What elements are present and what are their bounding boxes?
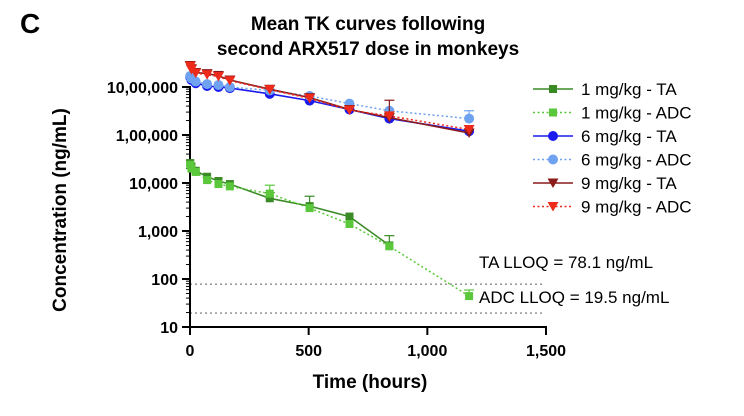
legend-label-4: 9 mg/kg - TA — [581, 174, 677, 193]
data-point-0-6 — [265, 194, 274, 203]
chart-title-line-1: Mean TK curves following — [251, 14, 485, 35]
legend-marker-2 — [548, 131, 558, 141]
y-tick-label-4: 1,00,000 — [116, 128, 178, 145]
data-point-5-6 — [264, 85, 276, 95]
series-1 — [186, 160, 475, 301]
legend-marker-0 — [549, 85, 557, 93]
legend-label-0: 1 mg/kg - TA — [581, 80, 677, 99]
legend-item-0: 1 mg/kg - TA — [533, 80, 677, 99]
y-tick-label-2: 1,000 — [138, 224, 178, 241]
data-point-1-7 — [305, 204, 314, 213]
lloq-annotation-1: ADC LLOQ = 19.5 ng/mL — [479, 288, 669, 307]
legend-label-1: 1 mg/kg - ADC — [581, 104, 692, 123]
x-axis-label: Time (hours) — [313, 372, 428, 393]
legend-marker-4 — [547, 178, 559, 188]
series-0 — [186, 159, 395, 250]
data-point-5-4 — [212, 72, 224, 82]
series-line-0 — [189, 162, 390, 247]
y-tick-label-5: 10,00,000 — [107, 80, 178, 97]
legend-item-1: 1 mg/kg - ADC — [533, 104, 692, 123]
data-point-1-4 — [214, 180, 223, 189]
legend-label-3: 6 mg/kg - ADC — [581, 151, 692, 170]
data-point-1-2 — [191, 167, 200, 176]
series-5 — [184, 61, 475, 135]
legend-item-5: 9 mg/kg - ADC — [533, 198, 692, 217]
data-point-5-2 — [190, 68, 202, 79]
data-point-5-10 — [463, 125, 475, 135]
data-point-5-8 — [343, 105, 355, 116]
x-tick-label-1: 500 — [295, 343, 322, 360]
data-point-3-3 — [202, 79, 213, 90]
legend-marker-5 — [547, 202, 559, 212]
x-tick-label-2: 1,000 — [407, 343, 447, 360]
panel-label: C — [20, 8, 40, 39]
data-point-5-9 — [383, 111, 395, 121]
data-point-1-9 — [385, 242, 394, 251]
data-point-3-2 — [190, 76, 201, 87]
data-point-3-5 — [224, 82, 235, 92]
data-point-3-4 — [213, 80, 224, 91]
x-tick-label-0: 0 — [186, 343, 195, 360]
data-point-5-5 — [224, 76, 236, 86]
y-tick-label-3: 10,000 — [129, 176, 178, 193]
y-tick-label-0: 10 — [160, 320, 178, 337]
data-point-1-10 — [465, 292, 474, 301]
data-point-1-3 — [203, 176, 212, 185]
chart-title-line-2: second ARX517 dose in monkeys — [217, 39, 519, 60]
legend-label-5: 9 mg/kg - ADC — [581, 198, 692, 217]
data-point-1-5 — [225, 182, 234, 191]
data-point-5-3 — [201, 70, 213, 80]
data-point-0-8 — [345, 212, 354, 221]
series-line-5 — [189, 66, 470, 131]
data-point-1-1 — [187, 164, 196, 173]
y-tick-label-1: 100 — [151, 272, 178, 289]
y-axis-label: Concentration (ng/mL) — [50, 108, 71, 312]
lloq-annotation-0: TA LLOQ = 78.1 ng/mL — [479, 253, 653, 272]
legend-marker-1 — [549, 108, 557, 117]
series-4 — [184, 61, 475, 139]
series-line-3 — [189, 75, 470, 120]
legend-item-3: 6 mg/kg - ADC — [533, 151, 692, 170]
legend-item-2: 6 mg/kg - TA — [533, 127, 677, 146]
data-point-1-8 — [345, 219, 354, 228]
data-point-1-6 — [265, 189, 274, 198]
legend-marker-3 — [548, 154, 558, 165]
data-point-5-7 — [304, 93, 316, 104]
legend-item-4: 9 mg/kg - TA — [533, 174, 677, 193]
x-tick-label-3: 1,500 — [526, 343, 566, 360]
legend-label-2: 6 mg/kg - TA — [581, 127, 677, 146]
data-point-3-10 — [464, 113, 475, 124]
